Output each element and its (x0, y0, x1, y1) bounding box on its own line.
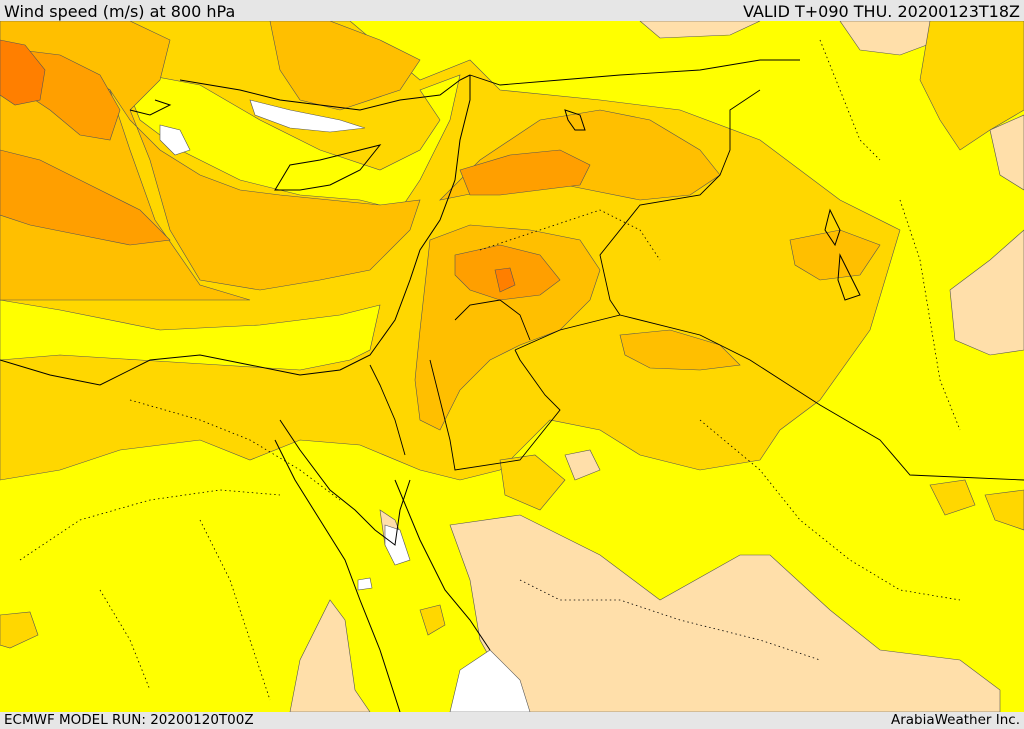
footer-bar: ECMWF MODEL RUN: 20200120T00Z ArabiaWeat… (0, 712, 1024, 729)
header-bar: Wind speed (m/s) at 800 hPa VALID T+090 … (0, 0, 1024, 21)
province-borders (19, 39, 961, 701)
wind-speed-map (0, 21, 1024, 712)
very-high-wind-areas (0, 39, 516, 293)
very-low-wind-areas (159, 99, 531, 712)
high-wind-areas (0, 49, 591, 301)
coastlines (0, 74, 861, 712)
valid-time: VALID T+090 THU. 20200123T18Z (743, 2, 1020, 21)
low-wind-areas (289, 21, 1024, 712)
country-borders (369, 59, 1024, 481)
provider-credit: ArabiaWeather Inc. (890, 712, 1020, 728)
model-run: ECMWF MODEL RUN: 20200120T00Z (4, 712, 254, 728)
calm-band (0, 69, 461, 371)
map-title: Wind speed (m/s) at 800 hPa (4, 2, 236, 21)
